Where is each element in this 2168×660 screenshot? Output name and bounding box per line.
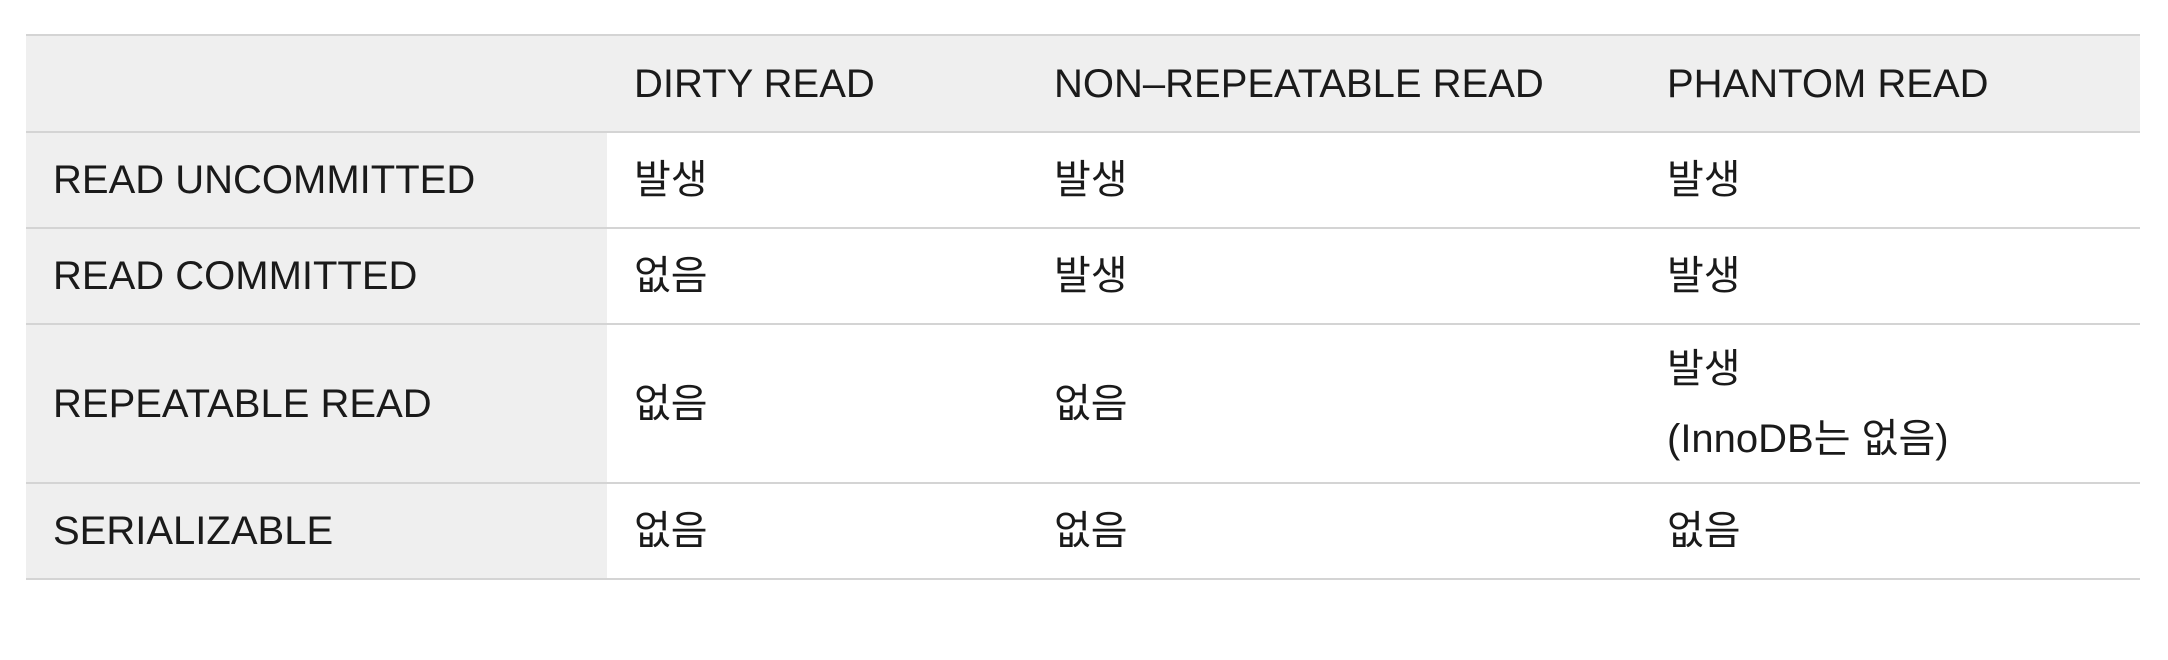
cell-text: 발생 [1054,254,1128,298]
header-dirty-read: DIRTY READ [607,35,1027,132]
isolation-level-table: DIRTY READ NON–REPEATABLE READ PHANTOM R… [26,34,2140,580]
cell-text: 발생 [634,158,708,202]
table-cell: 발생 [1640,132,2140,228]
row-label-read-uncommitted: READ UNCOMMITTED [26,132,607,228]
cell-text: 없음 [1054,381,1128,426]
table-cell: 없음 [607,483,1027,579]
table-row: READ COMMITTED 없음 발생 발생 [26,228,2140,324]
header-non-repeatable-read: NON–REPEATABLE READ [1027,35,1640,132]
row-label-serializable: SERIALIZABLE [26,483,607,579]
table-cell: 발생 (InnoDB는 없음) [1640,324,2140,483]
row-label-repeatable-read: REPEATABLE READ [26,324,607,483]
table-cell: 없음 [607,324,1027,483]
cell-text: 발생 [1667,254,1741,298]
table-cell: 없음 [1027,483,1640,579]
row-label-read-committed: READ COMMITTED [26,228,607,324]
table-cell: 없음 [1640,483,2140,579]
header-phantom-read: PHANTOM READ [1640,35,2140,132]
isolation-level-table-container: DIRTY READ NON–REPEATABLE READ PHANTOM R… [26,34,2140,580]
table-cell: 발생 [607,132,1027,228]
cell-text: 발생 [1667,346,1741,391]
header-corner-cell [26,35,607,132]
cell-text: 없음 [634,381,708,426]
table-row: SERIALIZABLE 없음 없음 없음 [26,483,2140,579]
table-cell: 없음 [607,228,1027,324]
table-cell: 발생 [1027,132,1640,228]
table-cell: 없음 [1027,324,1640,483]
header-row: DIRTY READ NON–REPEATABLE READ PHANTOM R… [26,35,2140,132]
table-header: DIRTY READ NON–REPEATABLE READ PHANTOM R… [26,35,2140,132]
cell-text: 발생 [1054,158,1128,202]
table-row: READ UNCOMMITTED 발생 발생 발생 [26,132,2140,228]
cell-text: 없음 [634,254,708,298]
cell-text: 발생 [1667,158,1741,202]
cell-text: 없음 [1667,509,1741,553]
cell-note: (InnoDB는 없음) [1667,416,1949,461]
table-cell: 발생 [1640,228,2140,324]
cell-text: 없음 [634,509,708,553]
table-row: REPEATABLE READ 없음 없음 발생 (InnoDB는 없음) [26,324,2140,483]
table-body: READ UNCOMMITTED 발생 발생 발생 READ COMMITTED… [26,132,2140,579]
table-cell: 발생 [1027,228,1640,324]
cell-text: 없음 [1054,509,1128,553]
